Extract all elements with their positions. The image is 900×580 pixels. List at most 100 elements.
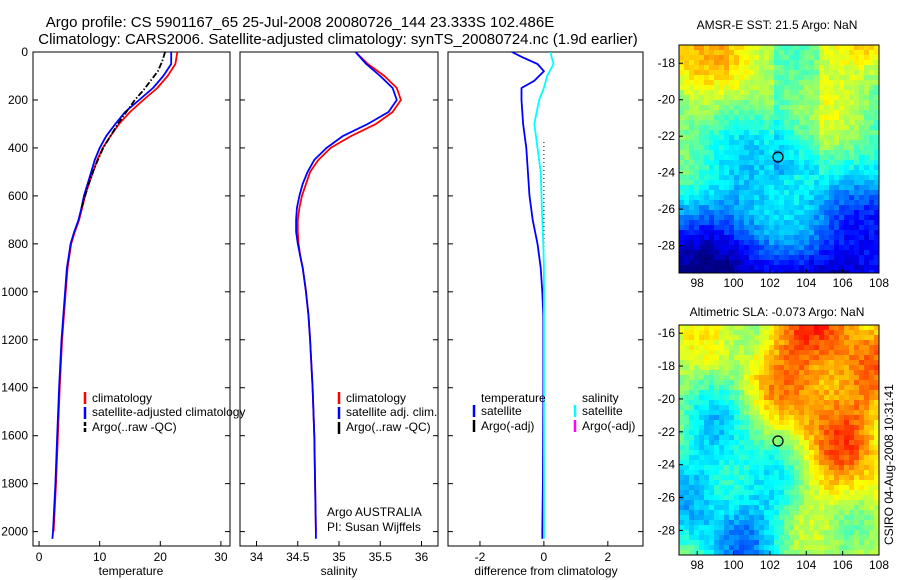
map-cell	[849, 355, 855, 361]
map-cell	[709, 215, 715, 221]
map-cell	[734, 440, 740, 446]
map-cell	[694, 485, 700, 491]
map-cell	[769, 210, 775, 216]
map-cell	[729, 240, 735, 246]
map-cell	[769, 445, 775, 451]
map-cell	[714, 430, 720, 436]
map-cell	[809, 495, 815, 501]
map-cell	[794, 355, 800, 361]
map-cell	[729, 140, 735, 146]
map-cell	[814, 370, 820, 376]
map-cell	[749, 445, 755, 451]
map-cell	[839, 440, 845, 446]
map-cell	[684, 450, 690, 456]
map-cell	[874, 530, 879, 536]
map-cell	[739, 205, 745, 211]
map-cell	[794, 360, 800, 366]
map-cell	[874, 155, 879, 161]
map-cell	[849, 525, 855, 531]
map-cell	[874, 50, 879, 56]
map-cell	[784, 255, 790, 261]
map-cell	[809, 475, 815, 481]
map-cell	[809, 410, 815, 416]
map-cell	[734, 130, 740, 136]
map-cell	[859, 535, 865, 541]
map-cell	[734, 125, 740, 131]
map-cell	[814, 110, 820, 116]
map-cell	[704, 540, 710, 546]
map-cell	[789, 410, 795, 416]
map-cell	[774, 480, 780, 486]
map-cell	[789, 185, 795, 191]
map-cell	[679, 515, 685, 521]
map-cell	[724, 180, 730, 186]
map-cell	[829, 55, 835, 61]
map-cell	[849, 325, 855, 331]
map-cell	[869, 100, 875, 106]
map-cell	[859, 475, 865, 481]
map-cell	[794, 370, 800, 376]
map-cell	[794, 420, 800, 426]
map-cell	[714, 350, 720, 356]
map-cell	[714, 520, 720, 526]
map-cell	[844, 250, 850, 256]
map-cell	[719, 355, 725, 361]
map-cell	[734, 80, 740, 86]
map-cell	[854, 230, 860, 236]
map-cell	[769, 145, 775, 151]
map-cell	[734, 500, 740, 506]
map-cell	[699, 330, 705, 336]
map-cell	[734, 475, 740, 481]
map-cell	[704, 240, 710, 246]
map-cell	[744, 150, 750, 156]
map-cell	[759, 130, 765, 136]
map-cell	[794, 140, 800, 146]
map-cell	[814, 155, 820, 161]
map-cell	[834, 485, 840, 491]
map-cell	[864, 85, 870, 91]
map-cell	[694, 470, 700, 476]
map-cell	[864, 220, 870, 226]
map-cell	[754, 180, 760, 186]
map-cell	[684, 185, 690, 191]
map-cell	[794, 400, 800, 406]
map-cell	[709, 85, 715, 91]
map-cell	[844, 355, 850, 361]
map-cell	[794, 385, 800, 391]
map-cell	[704, 195, 710, 201]
map-cell	[754, 480, 760, 486]
map-cell	[744, 400, 750, 406]
map-cell	[694, 60, 700, 66]
map-cell	[709, 395, 715, 401]
map-cell	[849, 200, 855, 206]
map-cell	[794, 350, 800, 356]
map-cell	[709, 545, 715, 551]
map-cell	[874, 395, 879, 401]
map-cell	[709, 355, 715, 361]
map-cell	[754, 405, 760, 411]
map-cell	[809, 185, 815, 191]
map-cell	[719, 170, 725, 176]
map-cell	[734, 240, 740, 246]
map-cell	[834, 175, 840, 181]
map-cell	[829, 245, 835, 251]
map-cell	[864, 215, 870, 221]
map-cell	[734, 385, 740, 391]
map-cell	[689, 415, 695, 421]
map-cell	[844, 390, 850, 396]
map-cell	[744, 495, 750, 501]
map-cell	[694, 460, 700, 466]
map-cell	[749, 420, 755, 426]
map-cell	[694, 70, 700, 76]
map-cell	[754, 345, 760, 351]
map-cell	[739, 270, 745, 273]
map-cell	[759, 120, 765, 126]
map-cell	[819, 445, 825, 451]
map-cell	[724, 250, 730, 256]
map-cell	[804, 145, 810, 151]
map-cell	[774, 185, 780, 191]
map-cell	[704, 455, 710, 461]
map-cell	[719, 105, 725, 111]
map-cell	[789, 230, 795, 236]
map-cell	[779, 485, 785, 491]
